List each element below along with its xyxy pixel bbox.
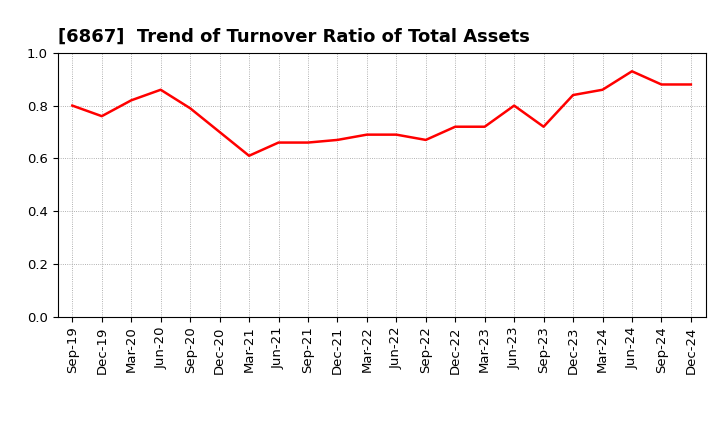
Text: [6867]  Trend of Turnover Ratio of Total Assets: [6867] Trend of Turnover Ratio of Total … <box>58 28 529 46</box>
